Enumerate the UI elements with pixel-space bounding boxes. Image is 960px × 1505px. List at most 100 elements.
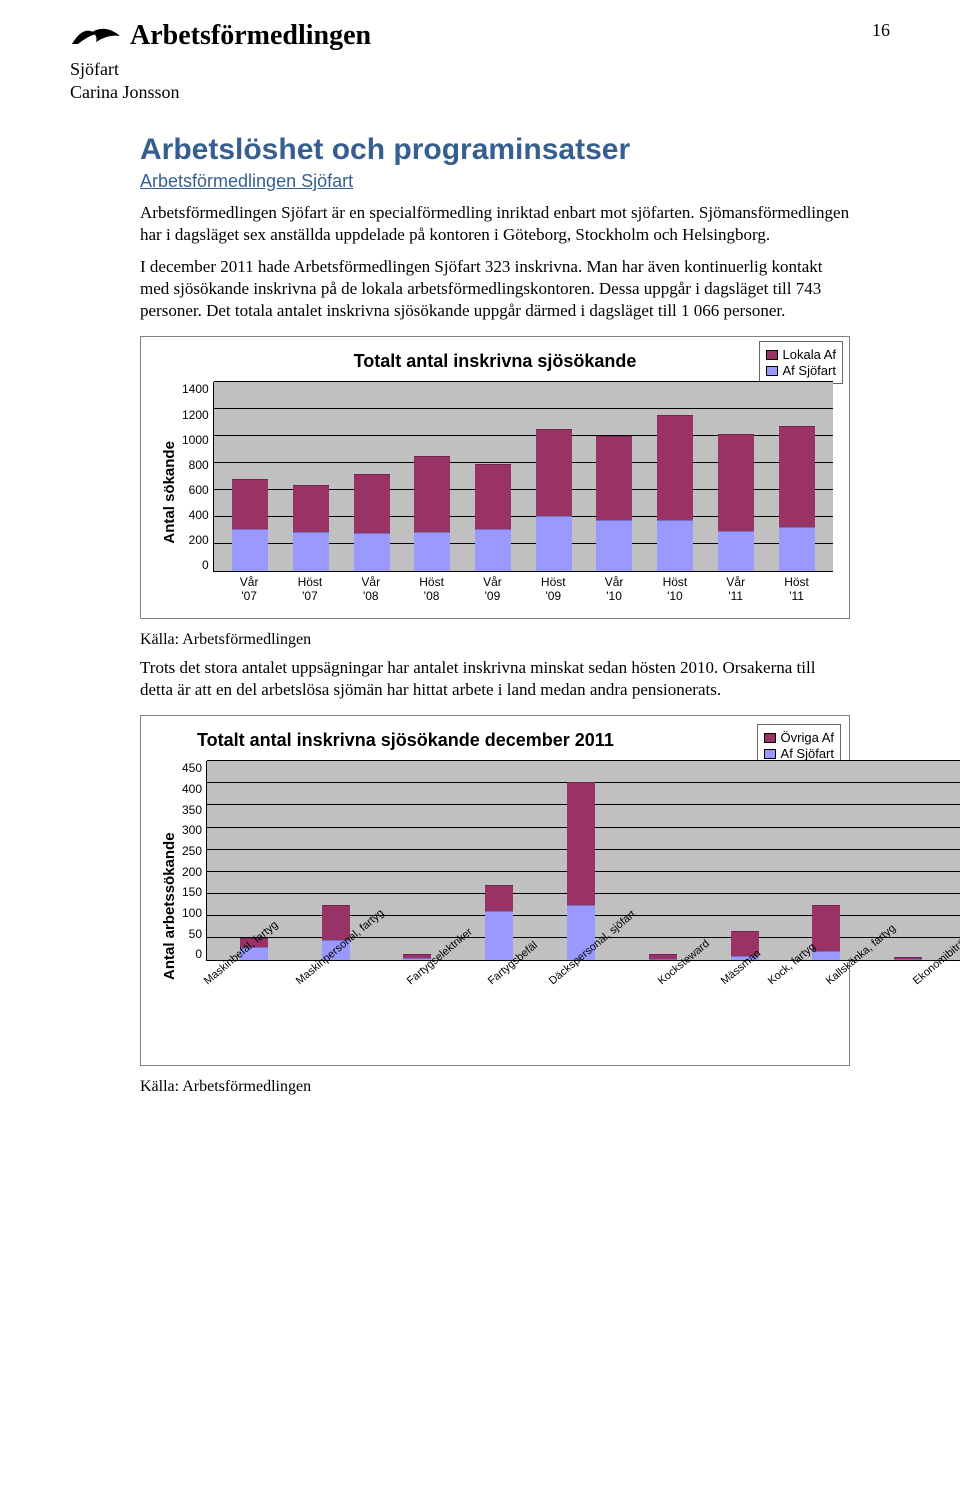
bar-segment bbox=[657, 415, 693, 520]
chart-1-title: Totalt antal inskrivna sjösökande bbox=[157, 351, 833, 372]
bar-segment bbox=[812, 951, 840, 960]
bar-segment bbox=[293, 532, 329, 571]
ytick-label: 400 bbox=[182, 782, 202, 796]
page-number: 16 bbox=[872, 20, 890, 41]
bar-segment bbox=[812, 905, 840, 952]
bar-stack bbox=[354, 474, 390, 572]
legend-swatch bbox=[766, 350, 778, 360]
header-line1: Sjöfart bbox=[70, 58, 371, 81]
bar-segment bbox=[567, 782, 595, 904]
bar bbox=[293, 382, 329, 571]
legend-swatch bbox=[764, 733, 776, 743]
xtick-label: Vår '09 bbox=[462, 576, 523, 604]
chart-1-plot bbox=[213, 382, 833, 572]
bar bbox=[322, 761, 350, 960]
ytick-label: 1200 bbox=[182, 408, 209, 422]
ytick-label: 100 bbox=[182, 906, 202, 920]
ytick-label: 400 bbox=[182, 508, 209, 522]
arbetsformedlingen-logo-icon bbox=[70, 22, 122, 50]
legend-label: Övriga Af bbox=[781, 730, 834, 745]
chart-1-legend: Lokala AfAf Sjöfart bbox=[759, 341, 844, 384]
bar bbox=[731, 761, 759, 960]
chart-1-bars bbox=[214, 382, 833, 571]
ytick-label: 200 bbox=[182, 533, 209, 547]
legend-item: Lokala Af bbox=[766, 347, 837, 362]
source-1: Källa: Arbetsförmedlingen bbox=[140, 631, 850, 649]
bar bbox=[649, 761, 677, 960]
bar bbox=[536, 382, 572, 571]
ytick-label: 250 bbox=[182, 844, 202, 858]
header-sublines: Sjöfart Carina Jonsson bbox=[70, 58, 371, 103]
bar bbox=[779, 382, 815, 571]
bar-segment bbox=[596, 436, 632, 520]
chart-1-yaxis: 1400 1200 1000 800 600 400 200 0 bbox=[182, 382, 213, 572]
legend-item: Övriga Af bbox=[764, 730, 834, 745]
xtick-label: Vår '08 bbox=[340, 576, 401, 604]
bar-stack bbox=[475, 464, 511, 571]
bar-stack bbox=[812, 905, 840, 961]
bar bbox=[812, 761, 840, 960]
bar-stack bbox=[894, 957, 922, 961]
chart-2-plot-wrap: Antal arbetssökande 45040035030025020015… bbox=[157, 761, 833, 1051]
bar-stack bbox=[293, 485, 329, 572]
bar bbox=[354, 382, 390, 571]
legend-swatch bbox=[766, 366, 778, 376]
bar-segment bbox=[293, 485, 329, 533]
bar-stack bbox=[657, 415, 693, 571]
bar-segment bbox=[485, 911, 513, 960]
bar bbox=[718, 382, 754, 571]
page-header: Arbetsförmedlingen Sjöfart Carina Jonsso… bbox=[70, 20, 890, 103]
bar-segment bbox=[649, 959, 677, 960]
bar-stack bbox=[536, 429, 572, 571]
legend-label: Af Sjöfart bbox=[781, 746, 834, 761]
xtick-label: Vår '11 bbox=[705, 576, 766, 604]
ytick-label: 600 bbox=[182, 483, 209, 497]
paragraph-3: Trots det stora antalet uppsägningar har… bbox=[140, 657, 850, 701]
legend-label: Af Sjöfart bbox=[783, 363, 836, 378]
xtick-label: Vår '10 bbox=[584, 576, 645, 604]
chart-2-yaxis: 450400350300250200150100500 bbox=[182, 761, 206, 961]
chart-2: Totalt antal inskrivna sjösökande decemb… bbox=[140, 715, 850, 1066]
bar-segment bbox=[779, 527, 815, 572]
legend-label: Lokala Af bbox=[783, 347, 837, 362]
ytick-label: 350 bbox=[182, 803, 202, 817]
paragraph-1: Arbetsförmedlingen Sjöfart är en special… bbox=[140, 202, 850, 246]
legend-item: Af Sjöfart bbox=[764, 746, 834, 761]
chart-2-plot-col: Maskinbefäl, fartygMaskinpersonal, farty… bbox=[206, 761, 960, 1051]
bar-segment bbox=[894, 959, 922, 960]
ytick-label: 800 bbox=[182, 458, 209, 472]
bar bbox=[475, 382, 511, 571]
main-content: Arbetslöshet och programinsatser Arbetsf… bbox=[70, 103, 890, 1096]
bar-segment bbox=[414, 456, 450, 532]
ytick-label: 1000 bbox=[182, 433, 209, 447]
bar-stack bbox=[779, 426, 815, 571]
bar-segment bbox=[475, 529, 511, 571]
ytick-label: 1400 bbox=[182, 382, 209, 396]
bar-segment bbox=[354, 533, 390, 571]
xtick-label: Höst '10 bbox=[645, 576, 706, 604]
ytick-label: 0 bbox=[182, 558, 209, 572]
xtick-label: Höst '09 bbox=[523, 576, 584, 604]
ytick-label: 300 bbox=[182, 823, 202, 837]
bar-stack bbox=[414, 456, 450, 571]
bar-segment bbox=[232, 479, 268, 529]
bar bbox=[414, 382, 450, 571]
ytick-label: 450 bbox=[182, 761, 202, 775]
ytick-label: 200 bbox=[182, 865, 202, 879]
bar-segment bbox=[657, 520, 693, 572]
chart-1-xaxis: Vår '07Höst '07Vår '08Höst '08Vår '09Hös… bbox=[213, 572, 833, 604]
bar-segment bbox=[485, 885, 513, 912]
header-line2: Carina Jonsson bbox=[70, 81, 371, 104]
chart-2-xaxis: Maskinbefäl, fartygMaskinpersonal, farty… bbox=[206, 961, 960, 1051]
bar-stack bbox=[596, 436, 632, 572]
bar-segment bbox=[232, 529, 268, 571]
source-2: Källa: Arbetsförmedlingen bbox=[140, 1078, 850, 1096]
bar-stack bbox=[718, 434, 754, 571]
chart-2-bars bbox=[207, 761, 960, 960]
chart-1-plot-col: Vår '07Höst '07Vår '08Höst '08Vår '09Hös… bbox=[213, 382, 833, 604]
ytick-label: 150 bbox=[182, 885, 202, 899]
ytick-label: 0 bbox=[182, 947, 202, 961]
xtick-label: Höst '11 bbox=[766, 576, 827, 604]
bar-segment bbox=[414, 532, 450, 571]
bar bbox=[232, 382, 268, 571]
